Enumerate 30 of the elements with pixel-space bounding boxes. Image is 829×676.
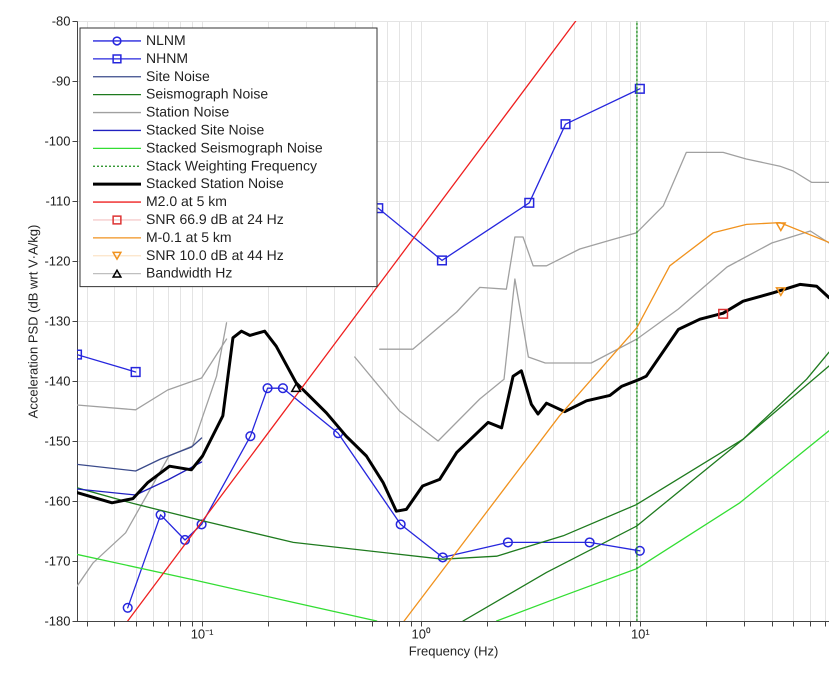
legend-label: NLNM — [146, 32, 186, 48]
y-tick-label: -80 — [52, 14, 70, 28]
y-axis-title: Acceleration PSD (dB wrt V·A/kg) — [25, 224, 40, 418]
y-tick-label: -120 — [44, 254, 70, 268]
legend-label: Stacked Station Noise — [146, 175, 284, 192]
legend-label: Stacked Seismograph Noise — [146, 139, 323, 156]
legend-label: M-0.1 at 5 km — [146, 228, 232, 245]
x-tick-label: 10⁻¹ — [190, 626, 214, 642]
y-tick-label: -130 — [44, 314, 70, 328]
legend-label: SNR 10.0 dB at 44 Hz — [146, 246, 284, 263]
legend-label: Station Noise — [146, 104, 230, 120]
x-axis-title: Frequency (Hz) — [408, 644, 498, 658]
y-tick-label: -150 — [44, 434, 70, 448]
legend-label: Site Noise — [146, 68, 210, 84]
y-tick-label: -140 — [44, 374, 70, 388]
y-tick-label: -170 — [44, 554, 70, 568]
x-tick-label: 10¹ — [630, 626, 650, 642]
legend-label: M2.0 at 5 km — [146, 193, 227, 210]
y-tick-label: -90 — [52, 74, 70, 88]
x-tick-label: 10⁰ — [411, 626, 431, 642]
y-tick-label: -110 — [45, 194, 70, 208]
y-tick-label: -100 — [44, 134, 70, 148]
y-tick-label: -160 — [44, 494, 70, 508]
legend-label: Bandwidth Hz — [146, 264, 232, 281]
legend-label: Seismograph Noise — [146, 86, 268, 102]
legend-label: Stacked Site Noise — [146, 121, 264, 138]
y-tick-label: -180 — [44, 614, 70, 628]
legend-label: Stack Weighting Frequency — [146, 157, 317, 174]
legend-label: SNR 66.9 dB at 24 Hz — [146, 210, 284, 227]
legend-label: NHNM — [146, 50, 188, 66]
